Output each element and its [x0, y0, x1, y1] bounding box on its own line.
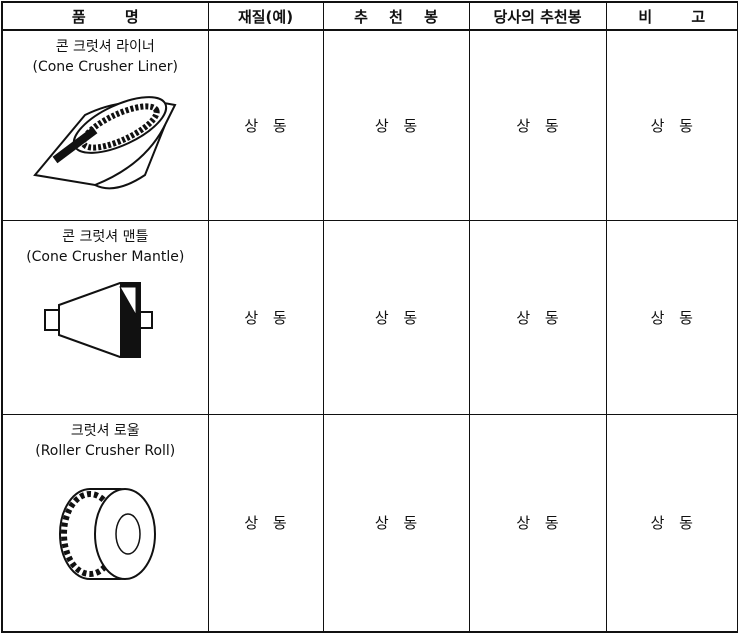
mantle-illustration [44, 281, 154, 358]
header-row: 품 명 재질(예) 추 천 봉 당사의 추천봉 비 고 [1, 1, 738, 31]
cell: 상 동 [207, 29, 324, 221]
name-en: (Cone Crusher Liner) [32, 59, 179, 75]
name-en: (Cone Crusher Mantle) [26, 248, 185, 265]
row: 콘 크럿셔 라이너 (Cone Crusher Liner) 상 동 상 동 상… [1, 29, 738, 221]
cell: 상 동 [605, 29, 738, 221]
header-cell: 비 고 [605, 1, 738, 31]
row: 크럿셔 로울 (Roller Crusher Roll) 상 동 상 동 상 동… [1, 413, 738, 633]
name-cell: 크럿셔 로울 (Roller Crusher Roll) [1, 413, 209, 633]
header-cell: 추 천 봉 [322, 1, 470, 31]
name-cell: 콘 크럿셔 맨틀 (Cone Crusher Mantle) [1, 219, 209, 415]
cell: 상 동 [605, 413, 738, 633]
row: 콘 크럿셔 맨틀 (Cone Crusher Mantle) 상 동 상 동 상… [1, 219, 738, 415]
cell: 상 동 [322, 219, 470, 415]
cell: 상 동 [322, 29, 470, 221]
cell: 상 동 [322, 413, 470, 633]
cell: 상 동 [468, 413, 607, 633]
name-cell: 콘 크럿셔 라이너 (Cone Crusher Liner) [1, 29, 209, 221]
liner-illustration [33, 96, 177, 190]
cell: 상 동 [605, 219, 738, 415]
header-cell: 품 명 [1, 1, 209, 31]
cell: 상 동 [207, 219, 324, 415]
cell: 상 동 [468, 219, 607, 415]
cell: 상 동 [207, 413, 324, 633]
name-en: (Roller Crusher Roll) [35, 442, 176, 459]
name-ko: 콘 크럿셔 맨틀 [62, 228, 149, 245]
roll-illustration [59, 487, 157, 580]
name-ko: 콘 크럿셔 라이너 [55, 39, 155, 55]
name-ko: 크럿셔 로울 [70, 422, 140, 439]
header-cell: 재질(예) [207, 1, 324, 31]
cell: 상 동 [468, 29, 607, 221]
header-cell: 당사의 추천봉 [468, 1, 607, 31]
